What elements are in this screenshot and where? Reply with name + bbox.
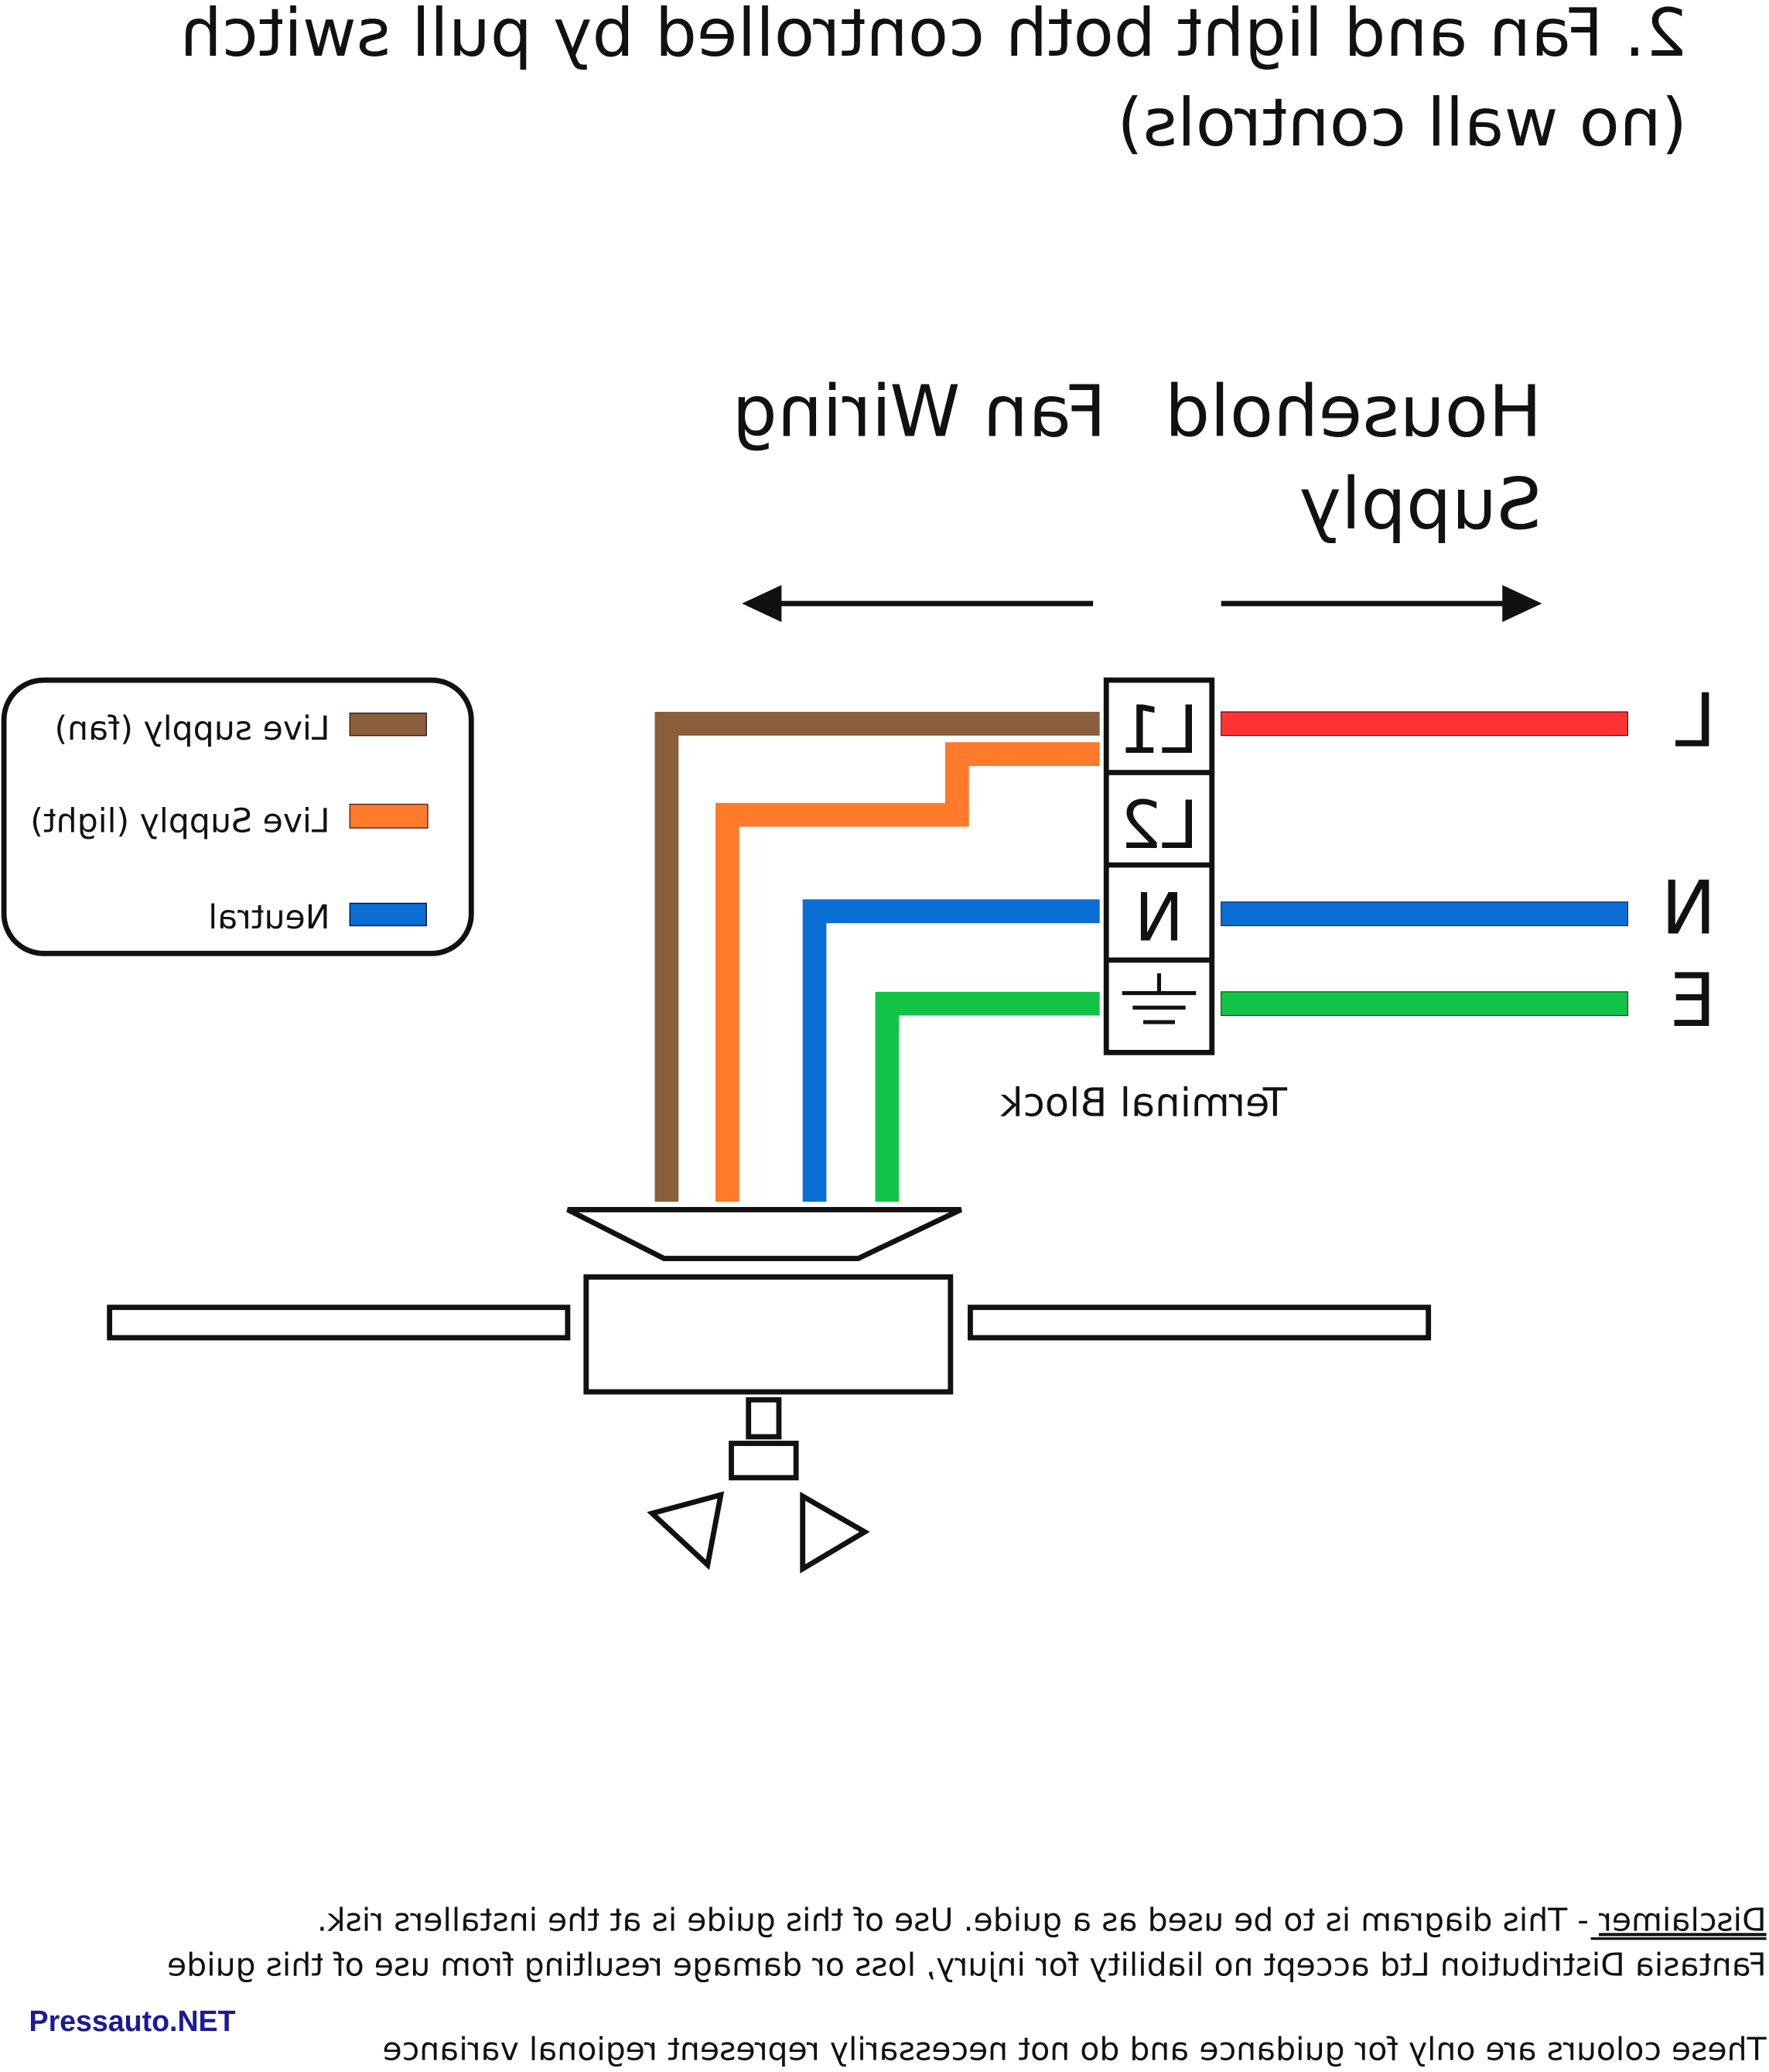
legend-label-live-light: Live Supply (light) xyxy=(30,802,330,840)
disclaimer-line1: Disclaimer - This diagram is to be used … xyxy=(317,1901,1767,1938)
wire-neutral xyxy=(802,899,1100,1202)
watermark-logo: Pressauto.NET xyxy=(29,2005,236,2037)
wire-live-fan xyxy=(654,712,1100,1202)
fan-motor-body xyxy=(583,1274,954,1395)
pull-switch-stem xyxy=(746,1397,782,1440)
legend: Live supply (fan) Live Supply (light) Ne… xyxy=(1,677,474,956)
terminal-block: L1 L2 N xyxy=(1103,677,1215,1055)
legend-label-neutral: Neutral xyxy=(208,898,330,937)
ground-symbol-icon xyxy=(1122,973,1197,1024)
legend-swatch-live-light xyxy=(349,803,429,829)
supply-wire-earth xyxy=(1221,991,1628,1017)
fan-blade-right xyxy=(968,1304,1432,1341)
supply-label-e: E xyxy=(1669,957,1716,1044)
terminal-n: N xyxy=(1135,880,1184,956)
terminal-l2: L2 xyxy=(1120,788,1199,864)
legend-swatch-neutral xyxy=(349,902,427,927)
legend-swatch-live-fan xyxy=(349,713,427,737)
wire-earth xyxy=(875,991,1100,1202)
legend-label-live-fan: Live supply (fan) xyxy=(54,709,330,748)
terminal-block-label: Terminal Block xyxy=(1000,1079,1288,1126)
title-line2: (no wall controls) xyxy=(1117,85,1687,162)
supply-wire-live xyxy=(1221,711,1628,737)
disclaimer-line3: These colours are only for guidance and … xyxy=(383,2031,1767,2068)
terminal-l1: L1 xyxy=(1120,692,1199,769)
light-shade-left xyxy=(647,1491,725,1571)
pull-switch-housing xyxy=(729,1441,799,1481)
wire-live-light xyxy=(715,742,1100,1202)
arrow-right-icon xyxy=(1221,585,1542,622)
fan-wiring-heading: Fan Wiring xyxy=(732,369,1106,453)
disclaimer: Disclaimer - This diagram is to be used … xyxy=(167,1901,1767,2067)
household-heading: Household xyxy=(1165,369,1542,453)
disclaimer-heading: Disclaimer xyxy=(1599,1901,1767,1938)
light-shade-right xyxy=(800,1491,870,1574)
disclaimer-line1-text: - This diagram is to be used as a guide.… xyxy=(317,1901,1599,1938)
supply-label-n: N xyxy=(1661,865,1716,952)
disclaimer-line2: Fantasia Distribution Ltd accept no liab… xyxy=(167,1946,1767,1983)
arrow-left-icon xyxy=(742,585,1094,622)
fan-blade-left xyxy=(107,1304,571,1341)
supply-wire-neutral xyxy=(1221,901,1628,927)
title-line1: 2. Fan and light both controlled by pull… xyxy=(180,0,1687,72)
ceiling-fan-icon xyxy=(107,1207,1432,1574)
supply-label-l: L xyxy=(1675,677,1716,764)
fan-canopy xyxy=(566,1207,962,1261)
supply-heading: Supply xyxy=(1299,462,1542,545)
